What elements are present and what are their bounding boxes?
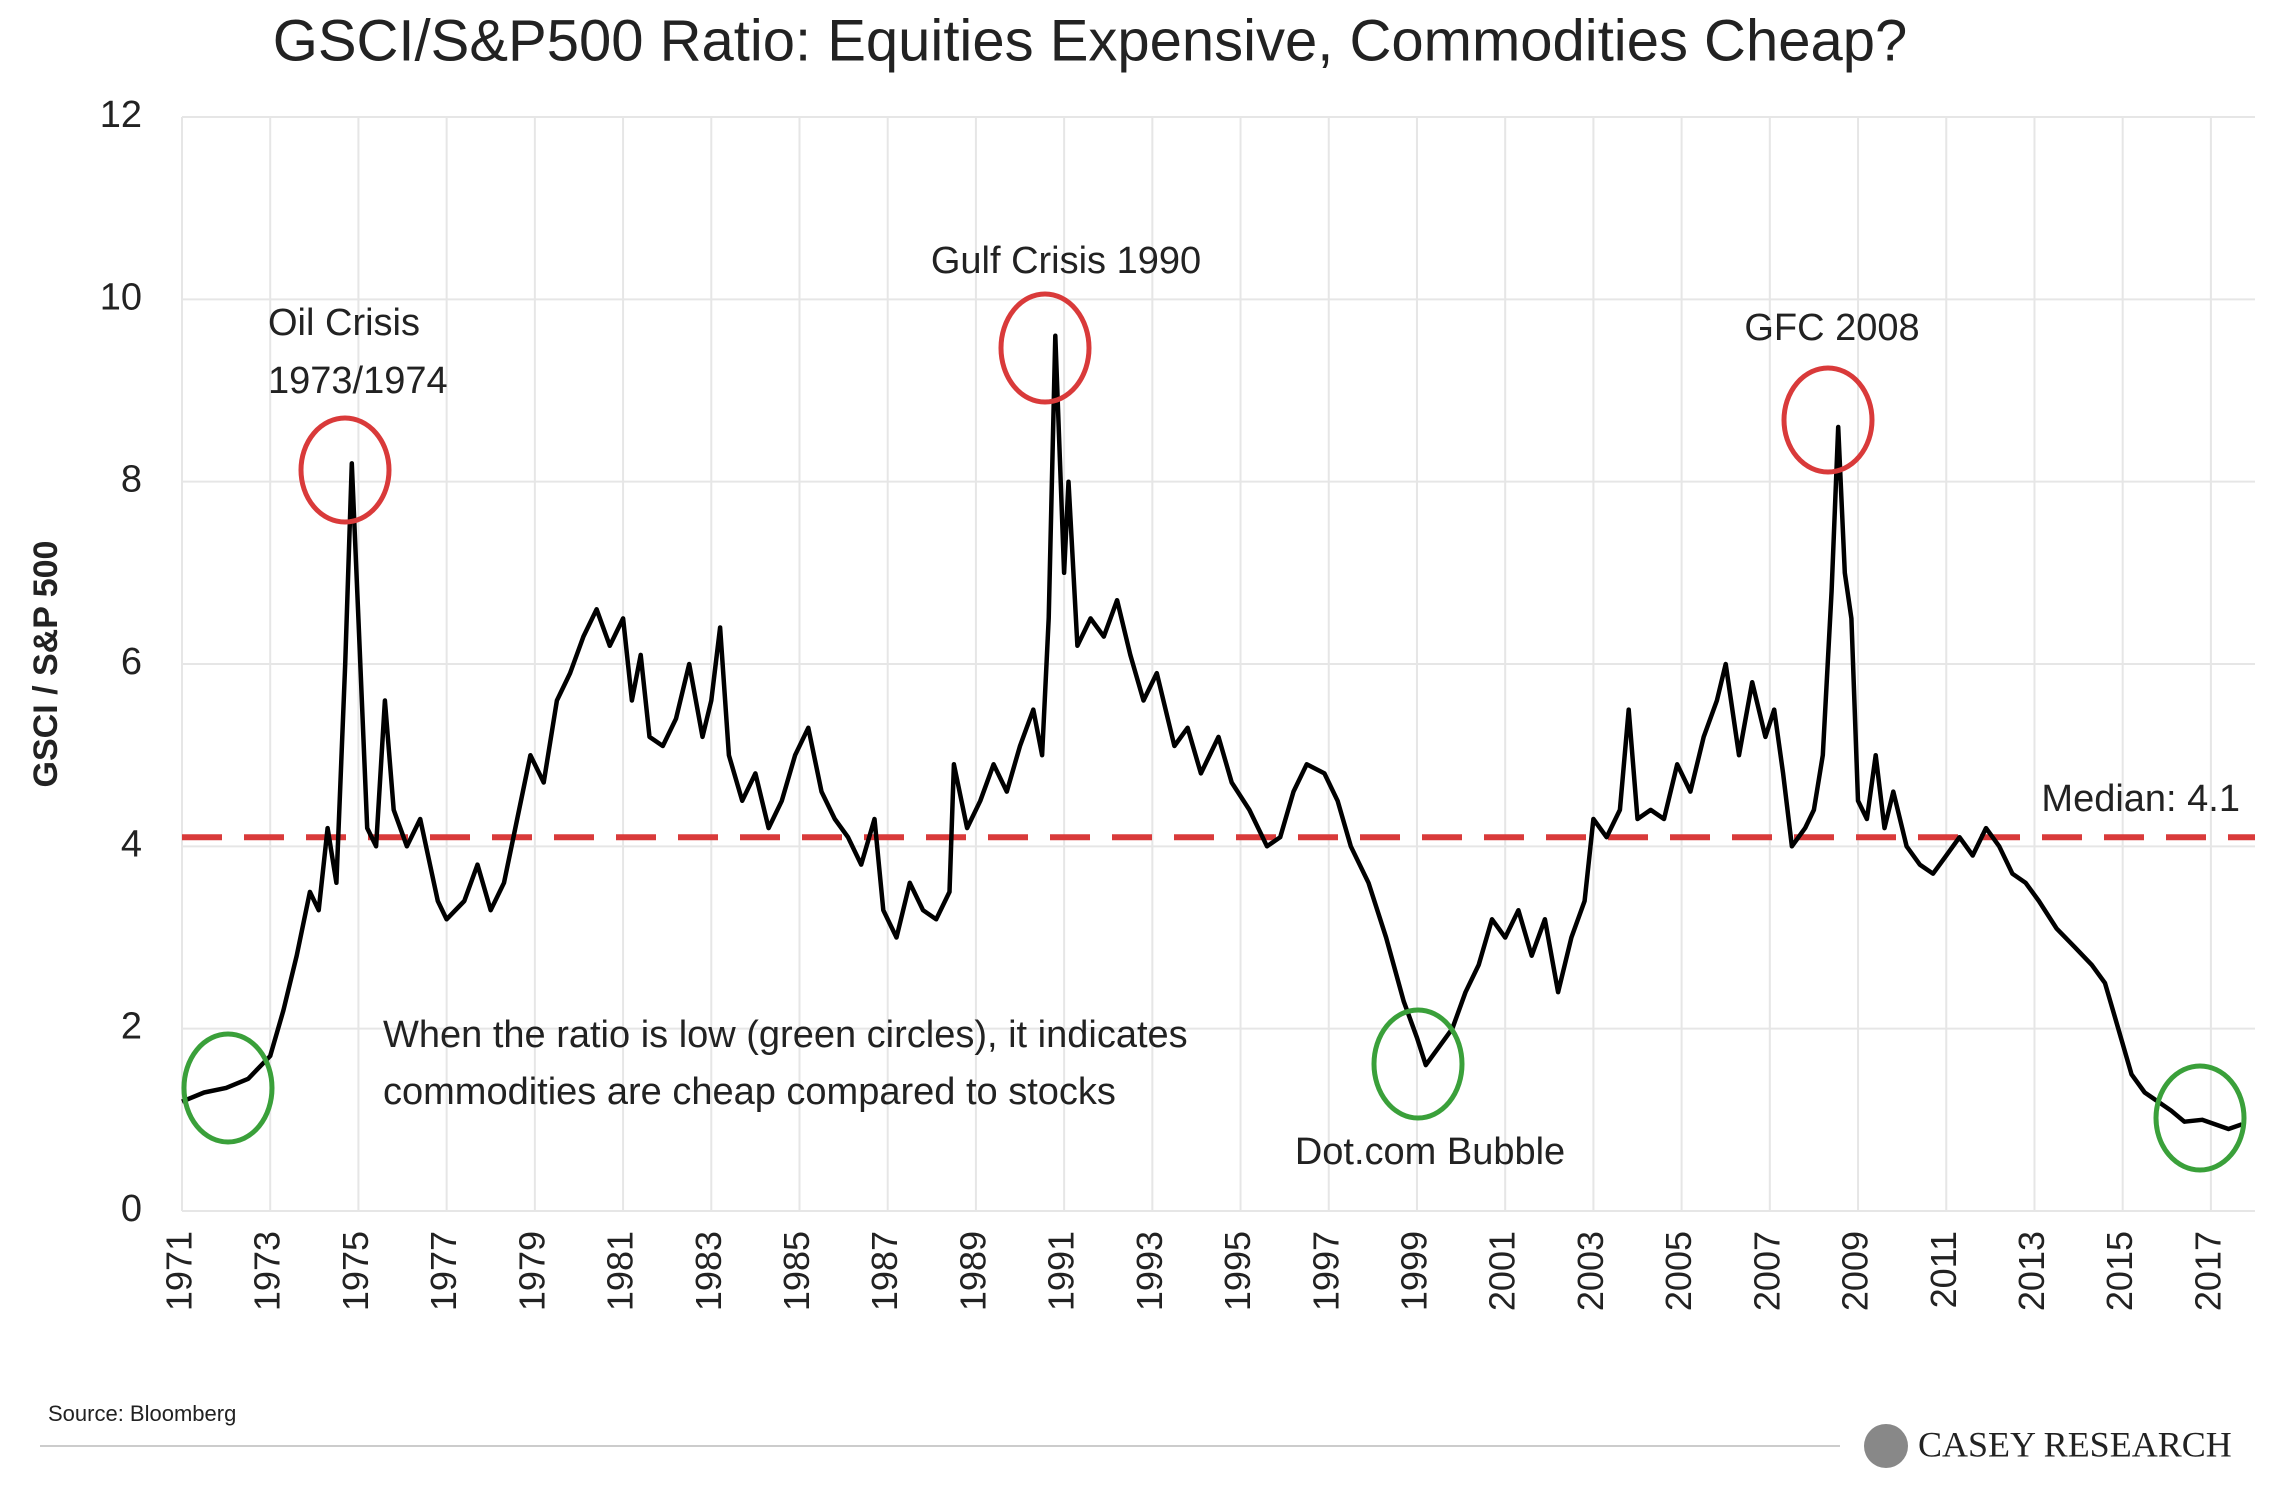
x-tick-label: 2003 [1570,1231,1611,1311]
y-tick-label: 2 [121,1006,142,1048]
x-tick-label: 2007 [1746,1231,1787,1311]
annotation: Dot.com Bubble [1295,1131,1565,1173]
x-tick-label: 2017 [2187,1231,2228,1311]
logo-icon [1864,1424,1908,1468]
x-tick-label: 2005 [1658,1231,1699,1311]
highlight-circle [298,415,392,525]
x-tick-label: 1977 [423,1231,464,1311]
y-axis-label: GSCI / S&P 500 [27,541,65,788]
y-tick-label: 10 [100,276,142,318]
highlight-circle [1371,1007,1465,1121]
chart-title: GSCI/S&P500 Ratio: Equities Expensive, C… [273,8,1907,73]
y-tick-label: 6 [121,641,142,683]
x-tick-label: 2011 [1923,1231,1964,1308]
annotation: GFC 2008 [1744,307,1919,349]
x-tick-label: 1975 [335,1231,376,1311]
annotation: When the ratio is low (green circles), i… [383,1014,1188,1056]
x-tick-label: 1997 [1305,1231,1346,1311]
x-tick-label: 1985 [776,1231,817,1311]
data-line [181,333,2243,1132]
highlight-circle [1781,365,1875,475]
y-tick-label: 4 [121,823,142,865]
x-tick-label: 1973 [247,1231,288,1311]
highlight-circle [181,1031,275,1145]
highlight-circle [998,291,1092,405]
x-tick-label: 2009 [1835,1231,1876,1311]
y-tick-label: 8 [121,459,142,501]
annotation: Oil Crisis [268,302,420,344]
median-label: Median: 4.1 [2041,778,2240,820]
y-tick-label: 0 [121,1188,142,1230]
x-tick-label: 2001 [1482,1231,1523,1311]
x-tick-label: 2015 [2099,1231,2140,1311]
x-tick-label: 1983 [688,1231,729,1311]
x-tick-label: 1995 [1217,1231,1258,1311]
x-tick-label: 1979 [511,1231,552,1311]
x-tick-label: 1981 [600,1231,641,1311]
annotation: commodities are cheap compared to stocks [383,1071,1116,1113]
x-tick-label: 1989 [952,1231,993,1311]
highlight-circle [2153,1063,2247,1173]
x-tick-label: 1999 [1393,1231,1434,1311]
source: Source: Bloomberg [48,1401,236,1426]
x-tick-label: 2013 [2011,1231,2052,1311]
x-tick-label: 1993 [1129,1231,1170,1311]
x-tick-label: 1991 [1041,1231,1082,1311]
x-tick-label: 1987 [864,1231,905,1311]
annotation: 1973/1974 [268,360,448,402]
x-tick-label: 1971 [159,1231,200,1311]
y-tick-label: 12 [100,94,142,136]
logo: CASEY RESEARCH [1918,1424,2232,1464]
annotation: Gulf Crisis 1990 [931,240,1201,282]
